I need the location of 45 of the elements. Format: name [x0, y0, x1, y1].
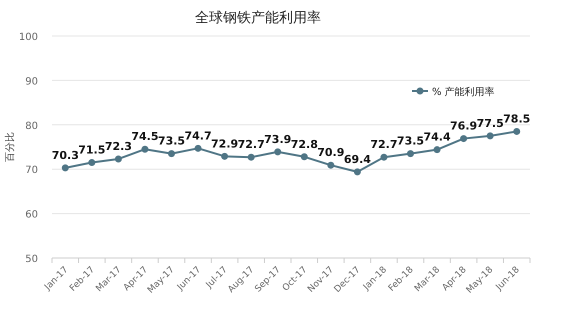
data-label: 71.5: [78, 144, 106, 157]
chart-title: 全球钢铁产能利用率: [195, 10, 321, 26]
y-tick-label: 70: [25, 165, 38, 176]
data-label: 72.8: [290, 138, 318, 151]
point: [460, 135, 468, 142]
data-label: 73.9: [264, 132, 292, 146]
point: [141, 146, 148, 153]
data-label: 70.3: [52, 148, 79, 162]
data-label: 69.4: [344, 152, 372, 166]
data-label: 72.7: [370, 138, 398, 152]
data-label: 78.5: [503, 112, 530, 126]
data-label: 70.9: [317, 146, 344, 160]
point: [194, 144, 202, 152]
y-tick-label: 100: [18, 32, 38, 43]
point: [486, 132, 494, 140]
y-axis-title: 百分比: [4, 132, 16, 162]
point: [300, 153, 308, 160]
point: [248, 154, 255, 161]
data-label: 74.5: [131, 130, 159, 144]
y-tick-label: 90: [25, 76, 38, 88]
data-label: 73.5: [396, 134, 424, 148]
data-label: 74.7: [184, 129, 212, 142]
point: [114, 155, 122, 162]
y-tick-label: 50: [25, 254, 38, 265]
point: [513, 128, 520, 135]
point: [62, 164, 69, 172]
data-label: 72.3: [104, 140, 132, 153]
data-label: 77.5: [476, 116, 504, 130]
point: [407, 150, 414, 158]
point: [274, 148, 282, 156]
data-label: 76.9: [450, 120, 478, 133]
point: [88, 159, 96, 166]
point: [221, 152, 228, 160]
point: [354, 168, 361, 176]
data-label: 73.5: [158, 134, 186, 148]
point: [168, 150, 175, 158]
data-label: 74.4: [423, 130, 451, 144]
point: [327, 162, 334, 169]
legend-label: % 产能利用率: [432, 86, 495, 98]
point: [380, 154, 388, 161]
y-tick-label: 60: [25, 210, 38, 221]
point: [434, 146, 441, 154]
data-label: 72.9: [211, 137, 238, 150]
y-tick-label: 80: [25, 120, 38, 132]
data-label: 72.7: [238, 138, 265, 152]
